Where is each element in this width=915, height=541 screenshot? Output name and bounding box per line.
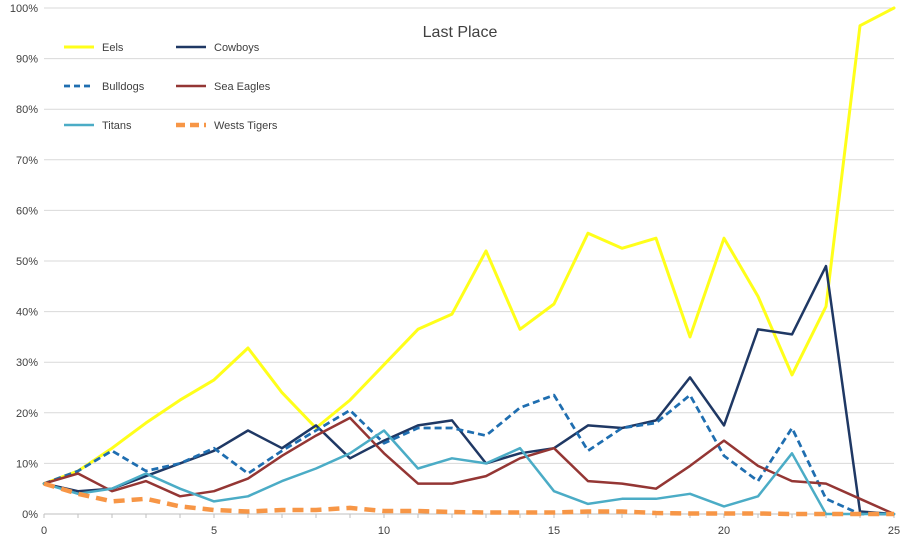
series-line-cowboys [42,264,896,516]
y-tick-label: 80% [16,104,38,116]
series-line-sea-eagles [42,416,896,516]
x-tick-label: 15 [548,525,560,537]
series-line-wests-tigers [43,481,894,517]
legend-label: Sea Eagles [214,81,271,93]
y-tick-label: 20% [16,408,38,420]
axes: 0% 10% 20% 30% 40% 50% 60% 70% 80% 90% 100% 0 5 10 15 2… [10,3,900,537]
y-tick-label: 10% [16,458,38,470]
x-tick-label: 25 [888,525,900,537]
y-tick-label: 100% [10,3,38,15]
x-tick-label: 0 [41,525,47,537]
chart-title: Last Place [423,24,498,41]
y-tick-label: 0% [22,509,38,521]
legend: Eels Cowboys Bulldogs Sea Eagles Titans Wests… [64,42,278,132]
y-tick-label: 90% [16,54,38,66]
y-tick-label: 60% [16,205,38,217]
legend-label: Cowboys [214,42,260,54]
y-tick-label: 40% [16,307,38,319]
legend-label: Titans [102,120,132,132]
legend-label: Eels [102,42,124,54]
y-tick-label: 70% [16,155,38,167]
x-tick-label: 20 [718,525,730,537]
series-line-eels [42,6,896,486]
y-tick-label: 50% [16,256,38,268]
x-tick-label: 10 [378,525,390,537]
legend-label: Bulldogs [102,81,145,93]
series-line-bulldogs [43,393,894,516]
y-tick-label: 30% [16,357,38,369]
legend-label: Wests Tigers [214,120,278,132]
series-line-titans [42,429,896,516]
series-lines [42,6,896,517]
x-tick-label: 5 [211,525,217,537]
grid-lines [44,7,894,464]
